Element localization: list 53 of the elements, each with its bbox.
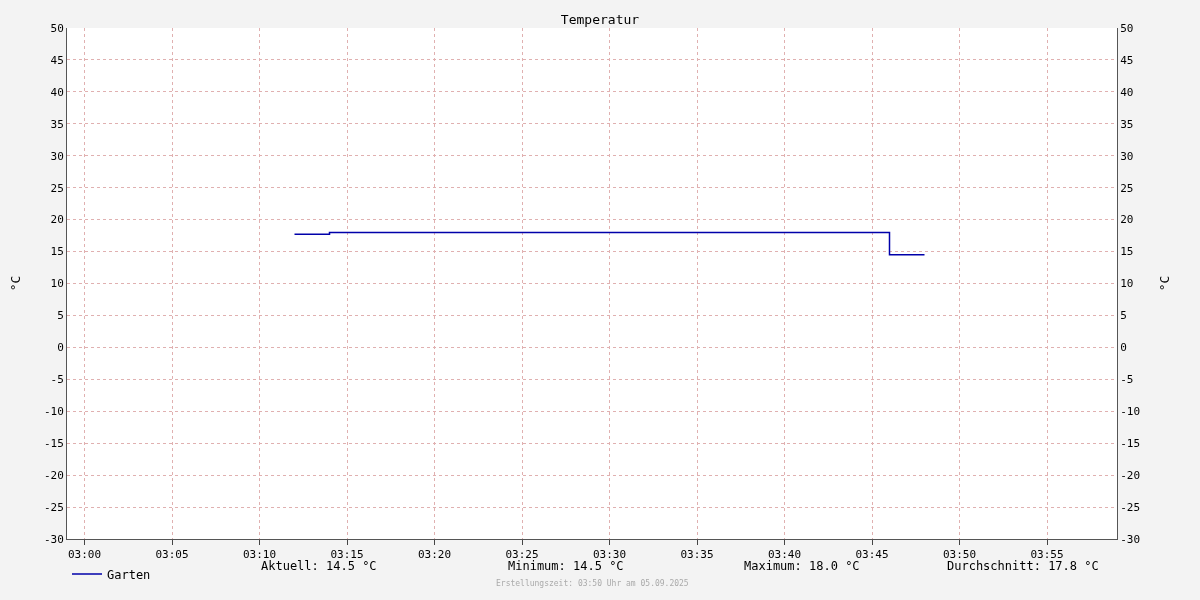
- y-tick-label: -15: [43, 437, 64, 451]
- y-tick-label: 50: [50, 21, 64, 35]
- x-tick-label: 03:15: [330, 548, 364, 562]
- y2-tick-label: 25: [1120, 181, 1134, 195]
- y2-tick-label: 45: [1120, 53, 1134, 67]
- text: Durchschnitt: 17.8 °C: [947, 559, 1099, 573]
- y-tick-label: -20: [43, 468, 64, 482]
- y-tick-label: -10: [43, 405, 64, 419]
- y2-tick-label: 50: [1120, 21, 1134, 35]
- y2-tick-label: 10: [1120, 277, 1134, 291]
- text: Aktuell: 14.5 °C: [261, 559, 377, 573]
- y-tick-label: 25: [50, 181, 64, 195]
- y2-tick-label: 40: [1120, 85, 1134, 99]
- y2-tick-label: -20: [1120, 468, 1141, 482]
- x-tick-label: 03:45: [855, 548, 889, 562]
- chart-title: Temperatur: [560, 12, 640, 28]
- x-tick-label: 03:05: [155, 548, 189, 562]
- x-tick-label: 03:35: [680, 548, 714, 562]
- y-tick-label: 10: [50, 277, 64, 291]
- y-tick-label: -5: [50, 373, 64, 387]
- x-tick-label: 03:30: [592, 548, 627, 562]
- y-tick-label: 15: [50, 245, 64, 259]
- x-tick-label: 03:20: [417, 548, 452, 562]
- x-tick-label: 03:50: [942, 548, 977, 562]
- y2-tick-label: 20: [1120, 213, 1134, 227]
- y-tick-label: -25: [43, 500, 64, 514]
- y2-axis-title: °C: [1156, 275, 1172, 292]
- y-tick-label: 20: [50, 213, 64, 227]
- y-tick-label: 35: [50, 117, 64, 131]
- legend-label: Garten: [107, 567, 151, 582]
- y2-tick-label: -15: [1120, 437, 1141, 451]
- y-tick-label: -30: [43, 532, 64, 546]
- y2-tick-label: 15: [1120, 245, 1134, 259]
- y-tick-label: 45: [50, 53, 64, 67]
- x-tick-label: 03:40: [767, 548, 802, 562]
- y2-tick-label: -30: [1120, 532, 1141, 546]
- text: Minimum: 14.5 °C: [508, 559, 624, 573]
- y-tick-label: 5: [57, 309, 64, 323]
- y2-tick-label: -5: [1120, 373, 1134, 387]
- y2-tick-label: -25: [1120, 500, 1141, 514]
- text: Erstellungszeit: 03:50 Uhr am 05.09.2025: [496, 579, 689, 588]
- y2-tick-label: -10: [1120, 405, 1141, 419]
- y-tick-label: 0: [57, 341, 64, 355]
- y-axis-title: °C: [7, 275, 23, 292]
- x-tick-label: 03:55: [1030, 548, 1064, 562]
- y-tick-label: 30: [50, 149, 64, 163]
- y2-tick-label: 5: [1120, 309, 1127, 323]
- y2-tick-label: 0: [1120, 341, 1127, 355]
- x-tick-label: 03:00: [67, 548, 102, 562]
- y2-tick-label: 35: [1120, 117, 1134, 131]
- text: Maximum: 18.0 °C: [744, 559, 860, 573]
- y-tick-label: 40: [50, 85, 64, 99]
- y2-tick-label: 30: [1120, 149, 1134, 163]
